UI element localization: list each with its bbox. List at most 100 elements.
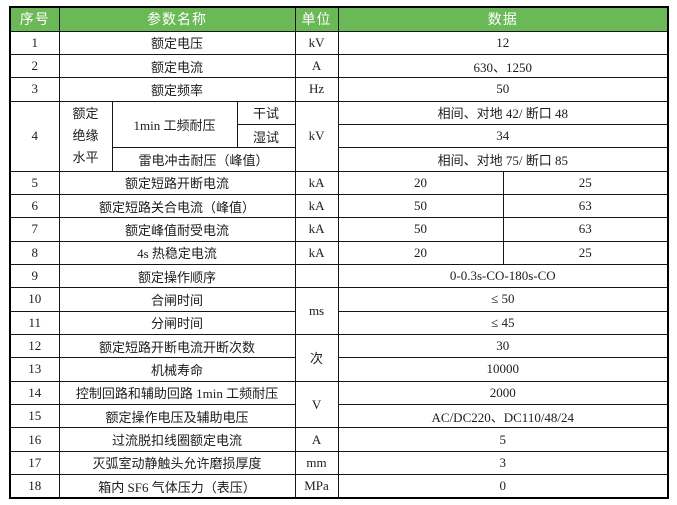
row-no: 11 — [9, 310, 60, 335]
param-power-frequency-withstand: 1min 工频耐压 — [111, 100, 238, 149]
row-no: 15 — [9, 403, 60, 429]
row-no: 9 — [9, 263, 60, 289]
spec-table-container: 序号 参数名称 单位 数据 1 额定电压 kV 12 2 额定电流 A 630、… — [9, 6, 670, 499]
row-no: 10 — [9, 287, 60, 312]
value-2: 25 — [502, 170, 669, 195]
value-1: 50 — [337, 217, 504, 242]
value-1: 50 — [337, 193, 504, 219]
table-row: 16 过流脱扣线圈额定电流 A 5 — [9, 427, 669, 452]
table-row: 11 分闸时间 ≤ 45 — [9, 310, 669, 335]
unit: A — [294, 427, 339, 452]
unit: kA — [294, 170, 339, 195]
unit: 次 — [294, 333, 339, 382]
param-name: 额定短路开断电流 — [58, 170, 296, 195]
unit-empty — [294, 263, 339, 289]
value: ≤ 50 — [337, 287, 669, 312]
param-name: 额定电流 — [58, 53, 296, 79]
table-row: 6 额定短路关合电流（峰值） kA 50 63 — [9, 193, 669, 219]
value: 30 — [337, 333, 669, 359]
value-1: 20 — [337, 170, 504, 195]
unit: V — [294, 380, 339, 429]
param-name: 额定操作电压及辅助电压 — [58, 403, 296, 429]
param-lightning-impulse: 雷电冲击耐压（峰值） — [111, 147, 296, 172]
param-name: 额定短路关合电流（峰值） — [58, 193, 296, 219]
unit: mm — [294, 450, 339, 476]
row-no: 3 — [9, 77, 60, 102]
row-no: 13 — [9, 357, 60, 382]
unit: Hz — [294, 77, 339, 102]
table-row: 2 额定电流 A 630、1250 — [9, 53, 669, 79]
table-row: 15 额定操作电压及辅助电压 AC/DC220、DC110/48/24 — [9, 403, 669, 429]
param-name: 过流脱扣线圈额定电流 — [58, 427, 296, 452]
table-row: 3 额定频率 Hz 50 — [9, 77, 669, 102]
value-2: 25 — [502, 240, 669, 265]
param-name: 机械寿命 — [58, 357, 296, 382]
spec-table: 序号 参数名称 单位 数据 1 额定电压 kV 12 2 额定电流 A 630、… — [9, 6, 670, 499]
param-dry-test: 干试 — [236, 100, 296, 125]
table-row: 1 额定电压 kV 12 — [9, 30, 669, 55]
value: AC/DC220、DC110/48/24 — [337, 403, 669, 429]
table-row-insulation-lightning: 雷电冲击耐压（峰值） 相间、对地 75/ 断口 85 — [10, 147, 669, 172]
value-2: 63 — [502, 217, 669, 242]
value-dry: 相间、对地 42/ 断口 48 — [337, 100, 669, 125]
value: ≤ 45 — [337, 310, 669, 335]
value: 0-0.3s-CO-180s-CO — [337, 263, 669, 289]
table-row: 14 控制回路和辅助回路 1min 工频耐压 V 2000 — [9, 380, 669, 429]
row-no: 16 — [9, 427, 60, 452]
param-name: 额定频率 — [58, 77, 296, 102]
unit: MPa — [294, 474, 339, 499]
value: 630、1250 — [337, 53, 669, 79]
param-name: 分闸时间 — [58, 310, 296, 335]
row-no: 7 — [9, 217, 60, 242]
table-row: 10 合闸时间 ms ≤ 50 — [9, 287, 669, 335]
unit: A — [294, 53, 339, 79]
header-row: 序号 参数名称 单位 数据 — [9, 6, 669, 32]
param-name: 额定操作顺序 — [58, 263, 296, 289]
table-row: 7 额定峰值耐受电流 kA 50 63 — [9, 217, 669, 242]
value-wet: 34 — [337, 123, 669, 149]
param-name: 额定电压 — [58, 30, 296, 55]
table-row-insulation-dry: 4 额定绝缘水平 1min 工频耐压 干试 kV 相间、对地 42/ 断口 48 — [9, 100, 669, 172]
value: 3 — [337, 450, 669, 476]
value-2: 63 — [502, 193, 669, 219]
value: 0 — [337, 474, 669, 499]
table-row-insulation-wet: 湿试 34 — [10, 123, 669, 149]
table-row: 12 额定短路开断电流开断次数 次 30 — [9, 333, 669, 382]
table-row: 18 箱内 SF6 气体压力（表压） MPa 0 — [9, 474, 669, 499]
param-group-label: 额定绝缘水平 — [72, 106, 99, 166]
header-col-data: 数据 — [337, 6, 669, 32]
value: 5 — [337, 427, 669, 452]
value: 50 — [337, 77, 669, 102]
header-col-name: 参数名称 — [58, 6, 296, 32]
param-name: 合闸时间 — [58, 287, 296, 312]
param-name: 灭弧室动静触头允许磨损厚度 — [58, 450, 296, 476]
param-name: 控制回路和辅助回路 1min 工频耐压 — [58, 380, 296, 406]
row-no: 14 — [9, 380, 60, 406]
row-no: 2 — [9, 53, 60, 79]
unit: kV — [294, 30, 339, 55]
row-no: 18 — [9, 474, 60, 499]
param-name: 额定短路开断电流开断次数 — [58, 333, 296, 359]
row-no: 4 — [9, 100, 60, 172]
unit: kA — [294, 217, 339, 242]
table-row: 17 灭弧室动静触头允许磨损厚度 mm 3 — [9, 450, 669, 476]
table-row: 8 4s 热稳定电流 kA 20 25 — [9, 240, 669, 265]
unit: kV — [294, 100, 339, 172]
value-1: 20 — [337, 240, 504, 265]
row-no: 8 — [9, 240, 60, 265]
unit: ms — [294, 287, 339, 335]
header-col-no: 序号 — [9, 6, 60, 32]
header-col-unit: 单位 — [294, 6, 339, 32]
unit: kA — [294, 193, 339, 219]
param-wet-test: 湿试 — [236, 123, 296, 149]
unit: kA — [294, 240, 339, 265]
table-row: 5 额定短路开断电流 kA 20 25 — [9, 170, 669, 195]
row-no: 1 — [9, 30, 60, 55]
value: 10000 — [337, 357, 669, 382]
param-group-insulation-level: 额定绝缘水平 — [58, 100, 113, 172]
row-no: 5 — [9, 170, 60, 195]
param-name: 箱内 SF6 气体压力（表压） — [58, 474, 296, 499]
param-name: 额定峰值耐受电流 — [58, 217, 296, 242]
row-no: 6 — [9, 193, 60, 219]
table-row: 13 机械寿命 10000 — [9, 357, 669, 382]
